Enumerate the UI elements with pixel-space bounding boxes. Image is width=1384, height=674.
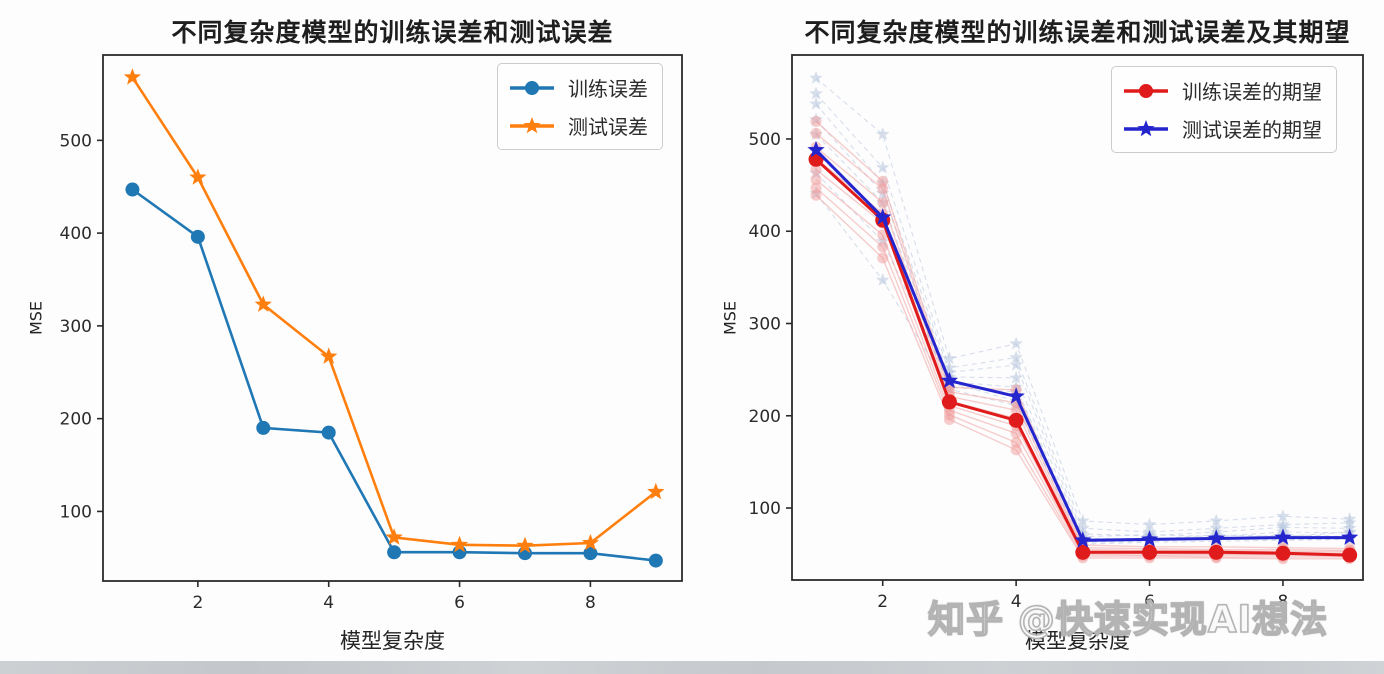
figure-train-test-error-expectation: 不同复杂度模型的训练误差和测试误差及其期望 100 200 300 400 500 2 4 6… [692, 0, 1384, 662]
legend: 训练误差 测试误差 [497, 63, 663, 150]
svg-text:100: 100 [749, 499, 781, 519]
svg-text:6: 6 [1144, 592, 1155, 612]
legend-item-test-expectation: 测试误差的期望 [1122, 114, 1322, 143]
svg-text:200: 200 [60, 410, 92, 430]
legend-label-train-expectation: 训练误差的期望 [1182, 80, 1322, 104]
legend: 训练误差的期望 测试误差的期望 [1111, 66, 1337, 153]
svg-text:4: 4 [1011, 592, 1022, 612]
svg-text:2: 2 [877, 592, 888, 612]
y-axis-label: MSE [720, 300, 740, 336]
svg-text:2: 2 [192, 593, 203, 613]
svg-text:200: 200 [749, 407, 781, 427]
legend-item-train-error: 训练误差 [508, 73, 648, 102]
svg-text:400: 400 [60, 224, 92, 244]
legend-label-test-error: 测试误差 [568, 115, 648, 139]
chart-title: 不同复杂度模型的训练误差和测试误差及其期望 [804, 18, 1351, 47]
legend-item-test-error: 测试误差 [508, 111, 648, 140]
train-series-swatch-icon [510, 80, 554, 95]
legend-label-test-expectation: 测试误差的期望 [1182, 118, 1322, 142]
svg-text:8: 8 [1278, 592, 1289, 612]
train-expectation-swatch-icon [1124, 83, 1168, 98]
x-axis-label: 模型复杂度 [1025, 629, 1130, 653]
svg-text:300: 300 [60, 317, 92, 337]
legend-label-train-error: 训练误差 [568, 77, 648, 101]
svg-text:100: 100 [60, 502, 92, 522]
svg-text:500: 500 [60, 131, 92, 151]
zhihu-watermark: 知乎 @快速实现AI想法 [927, 597, 1329, 642]
svg-text:400: 400 [749, 222, 781, 242]
svg-text:300: 300 [749, 314, 781, 334]
chart-title: 不同复杂度模型的训练误差和测试误差 [171, 18, 614, 47]
plot-area: 100 200 300 400 500 2 4 6 8 [60, 54, 683, 613]
test-series-swatch-icon [510, 116, 554, 133]
bottom-gray-strip [0, 661, 1384, 674]
svg-text:6: 6 [454, 593, 465, 613]
svg-text:4: 4 [323, 593, 334, 613]
figure-train-test-error: 不同复杂度模型的训练误差和测试误差 100 200 300 400 500 2 4 6 8 MS… [0, 0, 692, 662]
y-axis-label: MSE [26, 300, 46, 336]
legend-item-train-expectation: 训练误差的期望 [1122, 76, 1322, 105]
svg-text:8: 8 [585, 593, 596, 613]
plot-area: 100 200 300 400 500 2 4 6 8 [749, 54, 1364, 612]
test-expectation-swatch-icon [1124, 119, 1168, 136]
svg-text:500: 500 [749, 130, 781, 150]
x-axis-label: 模型复杂度 [340, 629, 445, 653]
